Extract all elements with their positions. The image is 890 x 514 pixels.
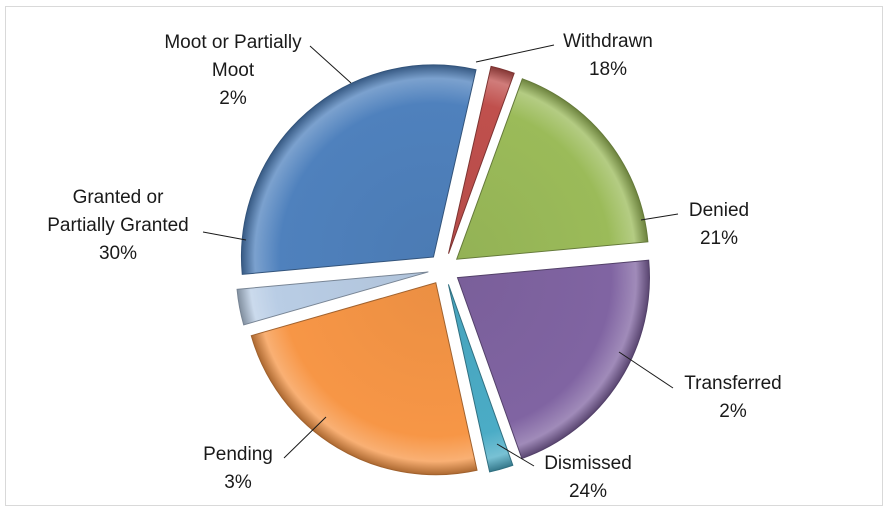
leader-line-moot-or-partially-moot	[309, 45, 352, 84]
chart-frame: Withdrawn 18% Denied 21% Transferred 2% Dismis…	[5, 6, 883, 506]
pie-slice-moot-or-partially-moot	[448, 65, 515, 254]
pie-slice-granted-or-partially-granted	[241, 64, 477, 275]
slice-name-line: Denied	[689, 200, 749, 221]
leader-line-dismissed	[496, 443, 535, 467]
slice-label-moot-or-partially-moot: Moot or Partially Moot 2%	[164, 32, 302, 109]
slice-value-label: 2%	[719, 401, 747, 422]
slice-value-label: 3%	[224, 472, 252, 493]
slice-name-line: Pending	[203, 444, 273, 465]
pie-slice-withdrawn	[455, 78, 649, 260]
leader-line-transferred	[618, 351, 674, 389]
slice-name-line: Moot or Partially	[164, 32, 302, 53]
slice-label-dismissed: Dismissed 24%	[544, 453, 632, 502]
leader-line-pending	[283, 416, 327, 459]
slice-value-label: 24%	[569, 481, 607, 502]
slice-name-line: Granted or	[73, 187, 164, 208]
leader-line-withdrawn	[475, 44, 555, 63]
slice-label-transferred: Transferred 2%	[684, 373, 782, 422]
slice-label-granted-or-partially-granted: Granted or Partially Granted 30%	[47, 187, 189, 264]
slice-value-label: 21%	[700, 228, 738, 249]
pie-slice-denied	[456, 259, 650, 460]
slice-label-pending: Pending 3%	[203, 444, 273, 493]
slice-name-line: Withdrawn	[563, 31, 653, 52]
leader-line-granted-or-partially-granted	[202, 231, 247, 241]
slice-label-denied: Denied 21%	[689, 200, 749, 249]
slice-name-line: Partially Granted	[47, 215, 189, 236]
slice-value-label: 30%	[99, 243, 137, 264]
pie-slice-dismissed	[250, 282, 478, 476]
leader-line-denied	[640, 213, 679, 221]
slice-label-withdrawn: Withdrawn 18%	[563, 31, 653, 80]
slice-name-line: Transferred	[684, 373, 782, 394]
pie-chart: Withdrawn 18% Denied 21% Transferred 2% Dismis…	[47, 31, 782, 502]
slice-name-line: Moot	[212, 60, 255, 81]
slice-value-label: 18%	[589, 59, 627, 80]
pie-slice-pending	[236, 271, 429, 326]
slice-name-line: Dismissed	[544, 453, 632, 474]
pie-slice-transferred	[447, 284, 514, 473]
slice-value-label: 2%	[219, 88, 247, 109]
